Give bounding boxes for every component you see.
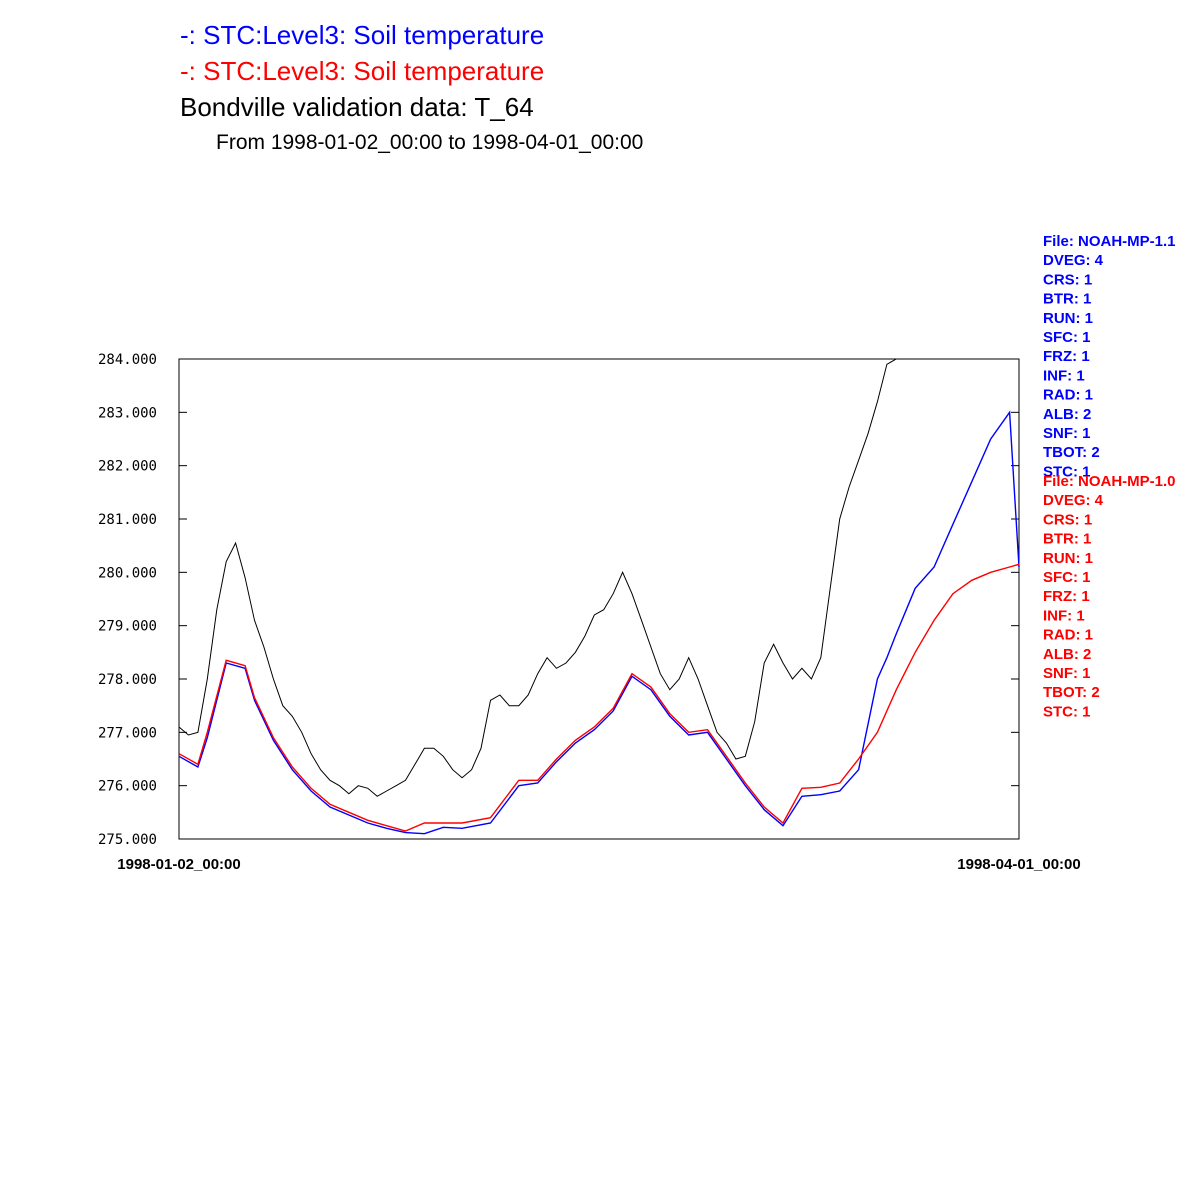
red-legend-item: FRZ: 1	[1043, 588, 1090, 605]
red-legend-item: SFC: 1	[1043, 569, 1091, 586]
blue-legend-item: INF: 1	[1043, 367, 1085, 384]
red-legend-item: SNF: 1	[1043, 665, 1091, 682]
x-tick-label: 1998-01-02_00:00	[117, 856, 240, 873]
series-line-noah-mp-1-1	[178, 410, 1020, 835]
legend: File: NOAH-MP-1.1 DVEG: 4 CRS: 1 BTR: 1 RUN:…	[1043, 233, 1176, 720]
blue-legend-item: File: NOAH-MP-1.1	[1043, 233, 1176, 250]
chart-title: Bondville validation data: T_64	[180, 92, 534, 122]
blue-legend-item: CRS: 1	[1043, 271, 1092, 288]
y-tick-label: 279.000	[98, 619, 157, 635]
blue-legend-item: ALB: 2	[1043, 406, 1091, 423]
blue-legend-item: DVEG: 4	[1043, 252, 1104, 269]
series-line-noah-mp-1-0	[178, 563, 1020, 832]
blue-legend-item: TBOT: 2	[1043, 444, 1100, 461]
y-tick-label: 277.000	[98, 725, 157, 741]
blue-legend-item: RUN: 1	[1043, 310, 1093, 327]
y-tick-label: 275.000	[98, 832, 157, 848]
y-tick-label: 283.000	[98, 405, 157, 421]
blue-legend-item: BTR: 1	[1043, 291, 1091, 308]
chart-subtitle: From 1998-01-02_00:00 to 1998-04-01_00:0…	[216, 131, 644, 154]
y-tick-label: 284.000	[98, 352, 157, 368]
y-tick-label: 276.000	[98, 779, 157, 795]
red-legend-item: DVEG: 4	[1043, 492, 1104, 509]
y-tick-label: 278.000	[98, 672, 157, 688]
y-tick-label: 282.000	[98, 459, 157, 475]
series-line-observations	[178, 358, 1019, 797]
red-legend-item: CRS: 1	[1043, 511, 1092, 528]
y-tick-label: 280.000	[98, 565, 157, 581]
series-lines	[178, 358, 1020, 835]
series-2-title: -: STC:Level3: Soil temperature	[180, 56, 545, 86]
red-legend-item: TBOT: 2	[1043, 684, 1100, 701]
blue-legend-item: STC: 1	[1043, 463, 1091, 480]
plot-frame	[178, 358, 1020, 840]
red-legend-item: RUN: 1	[1043, 550, 1093, 567]
blue-legend-item: SNF: 1	[1043, 425, 1091, 442]
blue-legend-item: FRZ: 1	[1043, 348, 1090, 365]
red-legend-item: RAD: 1	[1043, 627, 1093, 644]
red-legend-item: INF: 1	[1043, 607, 1085, 624]
y-tick-label: 281.000	[98, 512, 157, 528]
x-axis: 1998-01-02_00:00 1998-04-01_00:00	[117, 856, 1080, 873]
blue-legend-item: SFC: 1	[1043, 329, 1091, 346]
blue-legend-item: RAD: 1	[1043, 387, 1093, 404]
red-legend-item: File: NOAH-MP-1.0	[1043, 473, 1176, 490]
red-legend-item: STC: 1	[1043, 703, 1091, 720]
red-legend-item: BTR: 1	[1043, 531, 1091, 548]
red-legend-item: ALB: 2	[1043, 646, 1091, 663]
y-axis: 275.000 276.000 277.000 278.000 279.000 280.0…	[98, 352, 1019, 848]
x-tick-label: 1998-04-01_00:00	[957, 856, 1080, 873]
series-1-title: -: STC:Level3: Soil temperature	[180, 20, 545, 50]
